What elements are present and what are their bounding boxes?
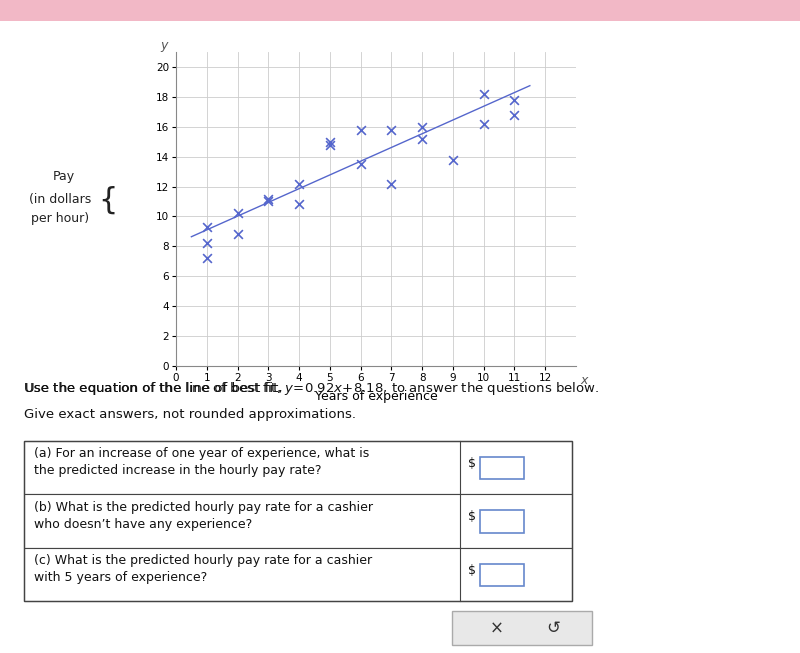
Point (231, 229, 244, 240)
Text: $: $ (468, 510, 476, 523)
Text: x: x (580, 374, 587, 387)
Text: Give exact answers, not rounded approximations.: Give exact answers, not rounded approxim… (24, 408, 356, 421)
Point (293, 178, 306, 189)
Text: Use the equation of the line of best fit, $y\!=\!0.92x\!+\!8.18$, to answer the : Use the equation of the line of best fit… (24, 380, 599, 397)
Point (354, 125, 367, 135)
Point (508, 95, 521, 105)
Text: $: $ (468, 564, 476, 577)
Point (323, 140, 336, 150)
X-axis label: Years of experience: Years of experience (314, 390, 438, 402)
Point (200, 221, 213, 232)
Text: $: $ (468, 456, 476, 470)
Text: (c) What is the predicted hourly pay rate for a cashier
with 5 years of experien: (c) What is the predicted hourly pay rat… (34, 554, 372, 584)
Text: ×: × (490, 619, 504, 637)
Text: Pay: Pay (53, 170, 75, 183)
Point (262, 197, 274, 207)
Text: (a) For an increase of one year of experience, what is
the predicted increase in: (a) For an increase of one year of exper… (34, 447, 369, 477)
Point (200, 238, 213, 249)
Point (262, 193, 274, 204)
Point (446, 155, 459, 165)
Point (508, 110, 521, 120)
Text: y: y (160, 39, 167, 52)
Text: (in dollars: (in dollars (29, 193, 91, 206)
Point (385, 178, 398, 189)
Text: {: { (98, 186, 118, 215)
Text: per hour): per hour) (31, 212, 89, 225)
Point (478, 89, 490, 99)
Point (293, 199, 306, 210)
Text: (b) What is the predicted hourly pay rate for a cashier
who doesn’t have any exp: (b) What is the predicted hourly pay rat… (34, 501, 373, 531)
Point (416, 134, 429, 144)
Point (354, 159, 367, 169)
Point (231, 208, 244, 219)
Point (478, 119, 490, 129)
Point (323, 136, 336, 147)
Text: Use the equation of the line of best fit,: Use the equation of the line of best fit… (24, 382, 286, 395)
Point (416, 121, 429, 132)
Text: ↺: ↺ (546, 619, 560, 637)
Point (200, 253, 213, 263)
Point (385, 125, 398, 135)
